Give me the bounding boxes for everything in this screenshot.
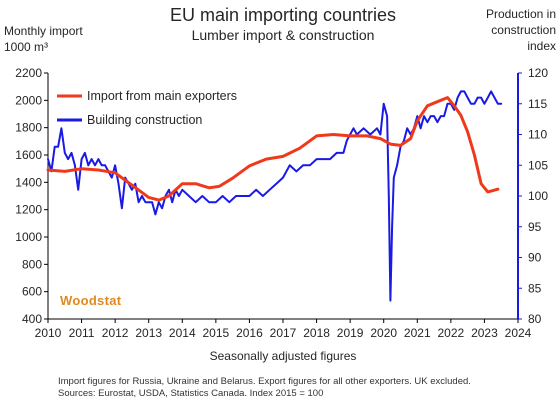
- left-tick-label: 800: [22, 257, 42, 271]
- right-axis-label-line1: Production in: [486, 7, 556, 21]
- chart-subtitle: Lumber import & construction: [192, 27, 375, 43]
- x-tick-label: 2021: [404, 326, 431, 340]
- left-tick-label: 600: [22, 285, 42, 299]
- right-tick-label: 105: [528, 158, 548, 172]
- x-tick-label: 2023: [471, 326, 498, 340]
- left-axis-label-line2: 1000 m³: [4, 40, 48, 54]
- right-axis-label-line3: index: [527, 39, 556, 53]
- x-tick-label: 2015: [203, 326, 230, 340]
- x-tick-label: 2012: [102, 326, 129, 340]
- right-tick-label: 120: [528, 66, 548, 80]
- right-tick-label: 80: [528, 312, 542, 326]
- series-line-import: [46, 96, 500, 202]
- left-tick-label: 1400: [15, 175, 42, 189]
- legend-label-import: Import from main exporters: [87, 89, 237, 103]
- right-tick-label: 115: [528, 97, 547, 111]
- left-tick-label: 1800: [15, 121, 42, 135]
- x-tick-label: 2014: [169, 326, 196, 340]
- footnote-line2: Sources: Eurostat, USDA, Statistics Cana…: [58, 388, 323, 399]
- x-tick-label: 2011: [69, 326, 95, 340]
- x-tick-label: 2019: [337, 326, 364, 340]
- x-tick-label: 2013: [135, 326, 162, 340]
- right-tick-label: 95: [528, 220, 542, 234]
- legend-label-construction: Building construction: [87, 113, 202, 127]
- left-tick-label: 1600: [15, 148, 42, 162]
- left-tick-label: 1200: [15, 203, 42, 217]
- x-tick-label: 2018: [303, 326, 330, 340]
- left-tick-label: 1000: [15, 230, 42, 244]
- x-tick-label: 2022: [438, 326, 465, 340]
- legend: Import from main exporters Building cons…: [57, 89, 237, 127]
- left-axis-label-line1: Monthly import: [4, 24, 83, 38]
- x-axis-ticks: 2010 2011 2012 2013 2014 2015 2016 2017 2018 2019…: [35, 319, 532, 340]
- left-tick-label: 400: [22, 312, 42, 326]
- x-tick-label: 2024: [505, 326, 532, 340]
- right-tick-label: 110: [528, 128, 547, 142]
- footnote-line1: Import figures for Russia, Ukraine and B…: [58, 376, 471, 387]
- right-tick-label: 100: [528, 189, 548, 203]
- series-line-construction: [47, 90, 503, 302]
- x-tick-label: 2017: [270, 326, 297, 340]
- left-axis-ticks: 400 600 800 1000 1200 1400 1600 1800 2000 2200: [15, 66, 48, 326]
- chart-title: EU main importing countries: [170, 5, 396, 25]
- brand-logo: Woodstat: [60, 293, 122, 308]
- x-tick-label: 2020: [370, 326, 397, 340]
- x-tick-label: 2010: [35, 326, 62, 340]
- right-axis-ticks: 80 85 90 95 100 105 110 115 120: [518, 66, 548, 326]
- right-tick-label: 90: [528, 251, 542, 265]
- x-tick-label: 2016: [236, 326, 263, 340]
- right-axis-label-line2: construction: [491, 23, 556, 37]
- right-tick-label: 85: [528, 281, 542, 295]
- left-tick-label: 2200: [15, 66, 42, 80]
- x-axis-title: Seasonally adjusted figures: [210, 349, 357, 363]
- series-layer: [46, 90, 503, 302]
- left-tick-label: 2000: [15, 93, 42, 107]
